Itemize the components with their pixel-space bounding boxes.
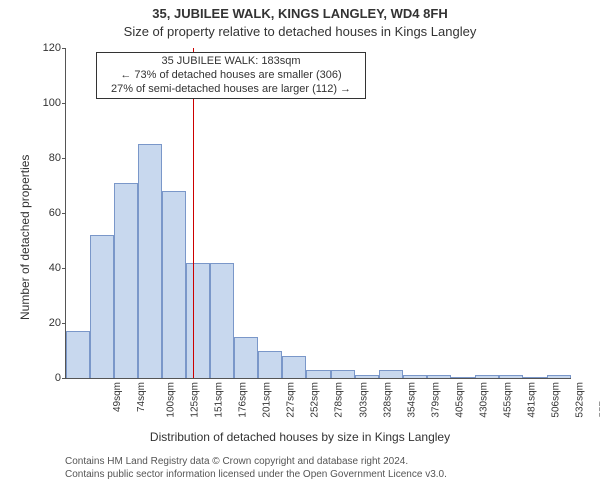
histogram-bar <box>186 263 210 379</box>
histogram-plot: 02040608010012049sqm74sqm100sqm125sqm151… <box>65 48 571 379</box>
histogram-bar <box>162 191 186 378</box>
x-tick-label: 354sqm <box>406 382 417 418</box>
x-tick-label: 455sqm <box>502 382 513 418</box>
histogram-bar <box>475 375 499 378</box>
y-tick-mark <box>62 268 66 269</box>
y-tick-mark <box>62 213 66 214</box>
histogram-bar <box>306 370 330 378</box>
y-tick-mark <box>62 378 66 379</box>
histogram-bar <box>210 263 234 379</box>
x-tick-label: 405sqm <box>454 382 465 418</box>
y-tick-mark <box>62 158 66 159</box>
histogram-bar <box>547 375 571 378</box>
x-tick-label: 49sqm <box>112 382 123 412</box>
x-tick-label: 328sqm <box>382 382 393 418</box>
histogram-bar <box>451 377 475 378</box>
x-tick-label: 125sqm <box>190 382 201 418</box>
x-tick-label: 532sqm <box>575 382 586 418</box>
x-tick-label: 227sqm <box>286 382 297 418</box>
x-tick-label: 74sqm <box>136 382 147 412</box>
x-tick-label: 506sqm <box>550 382 561 418</box>
histogram-bar <box>138 144 162 378</box>
y-tick-mark <box>62 323 66 324</box>
histogram-bar <box>114 183 138 378</box>
histogram-bar <box>234 337 258 378</box>
footer-line-1: Contains HM Land Registry data © Crown c… <box>65 455 447 468</box>
histogram-bar <box>66 331 90 378</box>
histogram-bar <box>523 377 547 378</box>
x-tick-label: 379sqm <box>430 382 441 418</box>
x-tick-label: 303sqm <box>358 382 369 418</box>
histogram-bar <box>427 375 451 378</box>
y-tick-mark <box>62 48 66 49</box>
y-tick-mark <box>62 103 66 104</box>
histogram-bar <box>403 375 427 378</box>
figure-container: 35, JUBILEE WALK, KINGS LANGLEY, WD4 8FH… <box>0 0 600 500</box>
subtitle: Size of property relative to detached ho… <box>0 24 600 39</box>
x-tick-label: 151sqm <box>214 382 225 418</box>
histogram-bar <box>258 351 282 379</box>
x-tick-label: 176sqm <box>238 382 249 418</box>
x-axis-label: Distribution of detached houses by size … <box>0 430 600 444</box>
histogram-bar <box>499 375 523 378</box>
y-axis-label: Number of detached properties <box>18 155 32 320</box>
annotation-line-1: 35 JUBILEE WALK: 183sqm <box>101 55 361 69</box>
histogram-bar <box>331 370 355 378</box>
x-tick-label: 100sqm <box>166 382 177 418</box>
annotation-line-2: ← 73% of detached houses are smaller (30… <box>101 69 361 83</box>
annotation-box: 35 JUBILEE WALK: 183sqm ← 73% of detache… <box>96 52 366 99</box>
histogram-bar <box>355 375 379 378</box>
footer-line-2: Contains public sector information licen… <box>65 468 447 481</box>
x-tick-label: 481sqm <box>526 382 537 418</box>
histogram-bar <box>379 370 403 378</box>
x-tick-label: 430sqm <box>478 382 489 418</box>
x-tick-label: 201sqm <box>262 382 273 418</box>
histogram-bar <box>90 235 114 378</box>
histogram-bar <box>282 356 306 378</box>
x-tick-label: 252sqm <box>310 382 321 418</box>
x-tick-label: 278sqm <box>334 382 345 418</box>
footer-attribution: Contains HM Land Registry data © Crown c… <box>65 455 447 481</box>
annotation-line-3: 27% of semi-detached houses are larger (… <box>101 83 361 97</box>
page-title: 35, JUBILEE WALK, KINGS LANGLEY, WD4 8FH <box>0 6 600 21</box>
